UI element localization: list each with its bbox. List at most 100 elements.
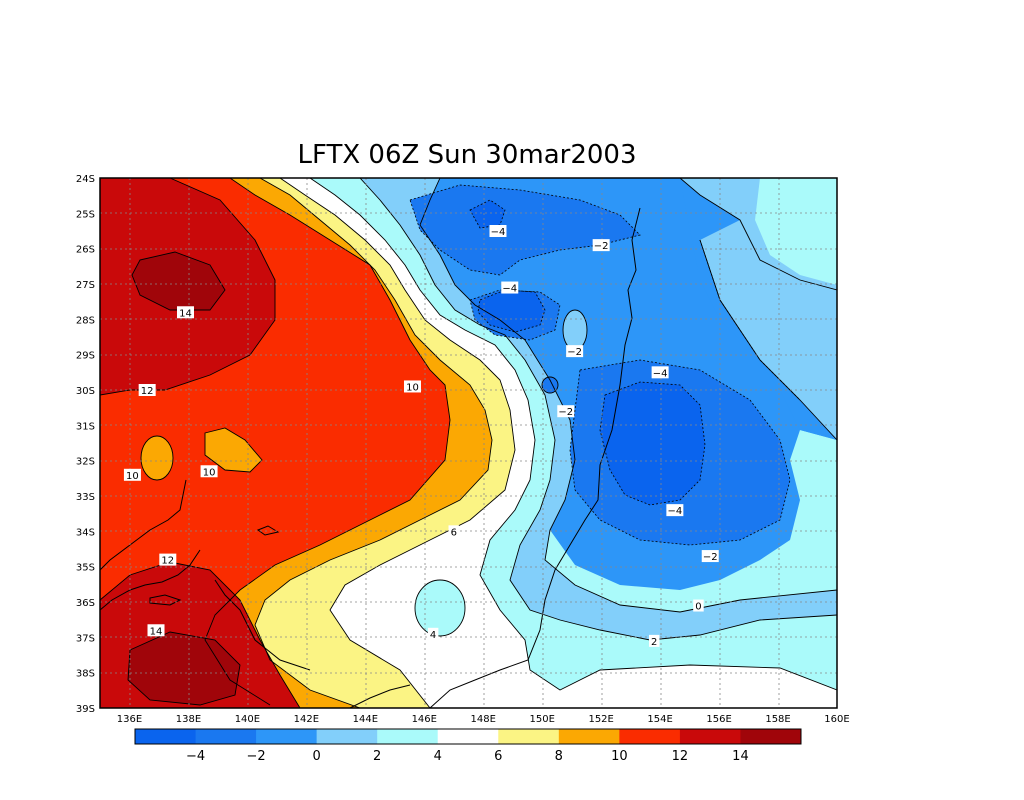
- contour-label: 14: [176, 306, 194, 319]
- lon-tick-label: 142E: [294, 714, 319, 725]
- colorbar-swatch: [498, 729, 560, 744]
- contour-label: 12: [138, 384, 156, 397]
- contour-label-bg: [176, 306, 194, 319]
- contour-label: 10: [123, 468, 141, 482]
- lon-tick-label: 144E: [353, 714, 378, 725]
- contour-label-text: 12: [141, 386, 154, 397]
- colorbar-frame: [134, 728, 802, 745]
- contour-label: 4: [427, 627, 439, 641]
- contour-label-bg: [651, 366, 669, 379]
- contour-label-bg: [489, 225, 507, 237]
- map-title: LFTX 06Z Sun 30mar2003: [0, 140, 1024, 170]
- lat-tick-label: 25S: [76, 209, 95, 220]
- contour-fill-6: [255, 178, 515, 708]
- contour-label-bg: [403, 380, 421, 393]
- contour-label: 12: [159, 553, 177, 567]
- contour-label-bg: [147, 624, 165, 637]
- contour-label-bg: [448, 525, 460, 538]
- coastline: [100, 207, 641, 708]
- contour-label-text: −4: [491, 227, 506, 238]
- contour-label-bg: [693, 599, 704, 612]
- lat-tick-label: 39S: [76, 704, 95, 715]
- contour-fill-m6-2: [478, 290, 545, 332]
- contour-label-text: 6: [451, 527, 457, 538]
- contour-label-text: −2: [558, 407, 573, 418]
- contour-fill-layer: [100, 178, 837, 708]
- colorbar-swatch: [558, 729, 620, 744]
- colorbar-label: 8: [555, 749, 563, 764]
- lon-tick-label: 156E: [706, 714, 731, 725]
- contour-label-bg: [427, 627, 439, 640]
- colorbar-label: 4: [434, 749, 442, 764]
- contour-label-text: −2: [594, 241, 609, 252]
- colorbar-swatch: [377, 729, 439, 744]
- lat-tick-label: 38S: [76, 669, 95, 680]
- colorbar-swatch: [679, 729, 741, 744]
- contour-label-bg: [666, 504, 684, 517]
- colorbar-swatch: [135, 729, 197, 744]
- contour-label-text: 14: [179, 308, 192, 319]
- lat-tick-label: 32S: [76, 457, 95, 468]
- lon-tick-label: 146E: [412, 714, 437, 725]
- contour-fill-10-island-1: [141, 436, 173, 480]
- lat-tick-label: 34S: [76, 527, 95, 538]
- contour-fill-14-nw: [132, 252, 225, 310]
- contour-label-bg: [138, 384, 156, 396]
- contour-fill-4: [280, 178, 837, 708]
- contour-label-text: 10: [126, 471, 139, 482]
- contour-label: −4: [489, 225, 507, 238]
- colorbar-swatch: [256, 729, 318, 744]
- colorbar-swatch: [740, 729, 802, 744]
- contour-label-text: −4: [667, 506, 682, 517]
- contour-label: −2: [701, 550, 719, 563]
- contour-label: −2: [592, 239, 610, 252]
- contour-label-text: 10: [406, 382, 419, 393]
- lat-tick-label: 36S: [76, 598, 95, 609]
- contour-label: −4: [666, 504, 684, 517]
- colorbar-label: 14: [732, 749, 749, 764]
- contour-fill-2: [310, 178, 837, 690]
- contour-label: 14: [147, 624, 165, 637]
- colorbar-label: 0: [312, 749, 320, 764]
- lat-tick-label: 28S: [76, 315, 95, 326]
- graticule: [100, 178, 837, 708]
- map-title-text: LFTX 06Z Sun 30mar2003: [297, 140, 637, 170]
- contour-fill-m4-north: [410, 185, 640, 275]
- contour-label-bg: [200, 465, 218, 478]
- contour-label-bg: [592, 239, 610, 252]
- contour-label-bg: [648, 634, 660, 647]
- contour-label-text: −2: [703, 552, 718, 563]
- colorbar: −4 −2 0 2 4 6 8 10 12 14: [134, 728, 802, 764]
- latitude-axis: 24S 25S 26S 27S 28S 29S 30S 31S 32S 33S 34S 35S 36S 3…: [76, 174, 95, 715]
- contour-label: 0: [693, 599, 704, 613]
- lon-tick-label: 150E: [529, 714, 554, 725]
- colorbar-label: 10: [611, 749, 628, 764]
- contour-label-text: 4: [430, 630, 436, 641]
- lon-tick-label: 158E: [765, 714, 790, 725]
- lat-tick-label: 29S: [76, 351, 95, 362]
- contour-label-text: 12: [161, 556, 174, 567]
- contour-label-bg: [701, 550, 719, 563]
- contour-label-text: −4: [653, 368, 668, 379]
- contour-label-text: −2: [567, 347, 582, 358]
- contour-label: −4: [651, 366, 669, 379]
- contour-label-text: 14: [150, 626, 163, 637]
- colorbar-swatch: [316, 729, 378, 744]
- contour-fill-m6-1: [470, 200, 505, 228]
- contour-label-text: 10: [203, 467, 216, 478]
- contour-fill-0-band: [700, 220, 837, 440]
- contour-label-bg: [501, 281, 519, 294]
- lon-tick-label: 154E: [647, 714, 672, 725]
- contour-label: 10: [403, 380, 421, 393]
- contour-label: 2: [648, 634, 660, 648]
- contour-label-bg: [123, 468, 141, 481]
- colorbar-label: −2: [247, 749, 266, 764]
- lat-tick-label: 26S: [76, 245, 95, 256]
- contour-fill-8: [205, 178, 492, 708]
- contour-label: −2: [557, 405, 575, 418]
- lon-tick-label: 136E: [117, 714, 142, 725]
- contour-fill-10-island-2: [205, 428, 262, 472]
- contour-fill-0: [360, 178, 837, 640]
- lat-tick-label: 31S: [76, 421, 95, 432]
